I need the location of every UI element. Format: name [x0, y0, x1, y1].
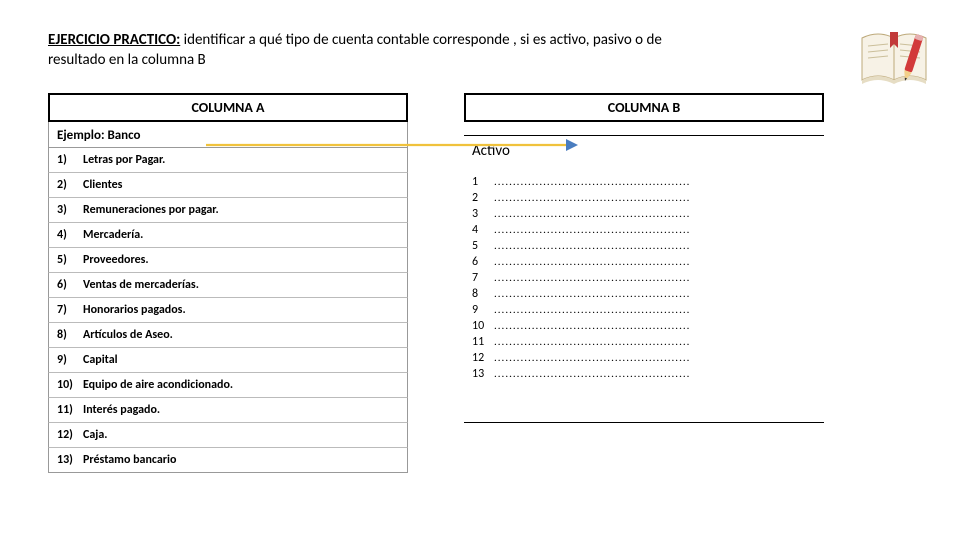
blank-number: 6	[472, 255, 494, 269]
column-a-item: 12)Caja.	[48, 423, 408, 448]
spacer	[464, 164, 824, 174]
item-label: Letras por Pagar.	[83, 153, 165, 167]
column-b-blank: 9.......................................…	[464, 302, 824, 318]
blank-number: 4	[472, 223, 494, 237]
heading-rest-2: resultado en la columna B	[48, 51, 206, 69]
blank-dots: ........................................…	[494, 271, 690, 284]
column-b-blank: 10......................................…	[464, 318, 824, 334]
heading-rest-1: identificar a qué tipo de cuenta contabl…	[180, 31, 662, 49]
column-b-blank: 6.......................................…	[464, 254, 824, 270]
column-b-header: COLUMNA B	[464, 93, 824, 122]
column-a-items: 1)Letras por Pagar.2)Clientes3)Remunerac…	[48, 148, 408, 473]
item-label: Artículos de Aseo.	[83, 328, 173, 342]
column-b: COLUMNA B Activo 1......................…	[464, 93, 824, 473]
item-number: 2)	[57, 178, 83, 192]
item-number: 6)	[57, 278, 83, 292]
heading-title: EJERCICIO PRACTICO:	[48, 31, 180, 49]
column-a-item: 13)Préstamo bancario	[48, 448, 408, 473]
blank-number: 11	[472, 335, 494, 349]
item-number: 4)	[57, 228, 83, 242]
column-a-item: 8)Artículos de Aseo.	[48, 323, 408, 348]
blank-number: 13	[472, 367, 494, 381]
blank-dots: ........................................…	[494, 287, 690, 300]
column-a-item: 9)Capital	[48, 348, 408, 373]
column-b-blank: 8.......................................…	[464, 286, 824, 302]
item-number: 12)	[57, 428, 83, 442]
column-b-underline-top	[464, 122, 824, 136]
blank-dots: ........................................…	[494, 303, 690, 316]
blank-number: 3	[472, 207, 494, 221]
item-label: Mercadería.	[83, 228, 143, 242]
blank-dots: ........................................…	[494, 255, 690, 268]
column-b-blank: 11......................................…	[464, 334, 824, 350]
column-a-item: 4)Mercadería.	[48, 223, 408, 248]
item-number: 9)	[57, 353, 83, 367]
book-icon	[856, 24, 936, 90]
blank-number: 2	[472, 191, 494, 205]
blank-number: 10	[472, 319, 494, 333]
blank-dots: ........................................…	[494, 367, 690, 380]
blank-dots: ........................................…	[494, 351, 690, 364]
column-b-blank: 1.......................................…	[464, 174, 824, 190]
blank-number: 5	[472, 239, 494, 253]
blank-dots: ........................................…	[494, 223, 690, 236]
item-number: 10)	[57, 378, 83, 392]
blank-number: 12	[472, 351, 494, 365]
blank-number: 9	[472, 303, 494, 317]
item-number: 1)	[57, 153, 83, 167]
blank-dots: ........................................…	[494, 335, 690, 348]
item-label: Caja.	[83, 428, 107, 442]
page-root: EJERCICIO PRACTICO: identificar a qué ti…	[0, 0, 960, 540]
column-b-blanks: 1.......................................…	[464, 174, 824, 382]
column-b-blank: 4.......................................…	[464, 222, 824, 238]
column-b-blank: 12......................................…	[464, 350, 824, 366]
column-b-blank: 5.......................................…	[464, 238, 824, 254]
item-label: Capital	[83, 353, 118, 367]
item-number: 13)	[57, 453, 83, 467]
column-a: COLUMNA A Ejemplo: Banco 1)Letras por Pa…	[48, 93, 408, 473]
item-label: Ventas de mercaderías.	[83, 278, 199, 292]
blank-dots: ........................................…	[494, 207, 690, 220]
column-a-example: Ejemplo: Banco	[48, 122, 408, 148]
blank-number: 8	[472, 287, 494, 301]
item-label: Equipo de aire acondicionado.	[83, 378, 233, 392]
columns-wrap: COLUMNA A Ejemplo: Banco 1)Letras por Pa…	[48, 93, 912, 473]
blank-dots: ........................................…	[494, 319, 690, 332]
item-number: 5)	[57, 253, 83, 267]
item-number: 3)	[57, 203, 83, 217]
item-number: 8)	[57, 328, 83, 342]
item-label: Interés pagado.	[83, 403, 160, 417]
column-a-item: 6)Ventas de mercaderías.	[48, 273, 408, 298]
column-a-item: 1)Letras por Pagar.	[48, 148, 408, 173]
column-b-blank: 13......................................…	[464, 366, 824, 382]
item-label: Honorarios pagados.	[83, 303, 186, 317]
blank-dots: ........................................…	[494, 175, 690, 188]
column-a-header: COLUMNA A	[48, 93, 408, 122]
item-label: Clientes	[83, 178, 122, 192]
column-b-blank: 7.......................................…	[464, 270, 824, 286]
item-label: Remuneraciones por pagar.	[83, 203, 219, 217]
blank-dots: ........................................…	[494, 191, 690, 204]
column-b-blank: 3.......................................…	[464, 206, 824, 222]
column-a-item: 3)Remuneraciones por pagar.	[48, 198, 408, 223]
item-number: 7)	[57, 303, 83, 317]
item-number: 11)	[57, 403, 83, 417]
column-a-item: 7)Honorarios pagados.	[48, 298, 408, 323]
exercise-heading: EJERCICIO PRACTICO: identificar a qué ti…	[48, 30, 828, 71]
column-a-item: 2)Clientes	[48, 173, 408, 198]
blank-dots: ........................................…	[494, 239, 690, 252]
column-b-example: Activo	[464, 136, 824, 164]
column-b-underline-bottom	[464, 422, 824, 423]
column-a-item: 5)Proveedores.	[48, 248, 408, 273]
blank-number: 1	[472, 175, 494, 189]
item-label: Proveedores.	[83, 253, 149, 267]
column-a-item: 11)Interés pagado.	[48, 398, 408, 423]
item-label: Préstamo bancario	[83, 453, 176, 467]
blank-number: 7	[472, 271, 494, 285]
column-a-item: 10)Equipo de aire acondicionado.	[48, 373, 408, 398]
column-b-blank: 2.......................................…	[464, 190, 824, 206]
